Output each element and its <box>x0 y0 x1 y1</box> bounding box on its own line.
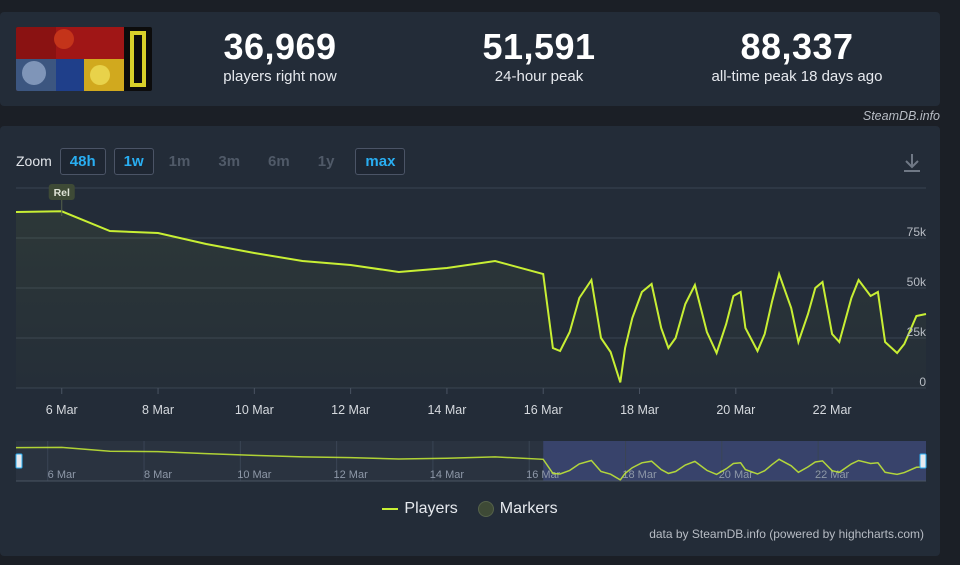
navigator-tick-label: 16 Mar <box>526 469 561 481</box>
chart-card: Zoom 48h 1w 1m 3m 6m 1y max Rel 0 25k 50k 7… <box>0 126 940 556</box>
day-peak-value: 51,591 <box>482 26 596 67</box>
current-players-value: 36,969 <box>223 26 337 67</box>
highcharts-credit[interactable]: data by SteamDB.info (powered by highcha… <box>649 527 924 541</box>
all-time-peak-value: 88,337 <box>740 26 854 67</box>
navigator-tick-label: 14 Mar <box>430 469 465 481</box>
day-peak-label: 24-hour peak <box>494 68 584 85</box>
navigator-line <box>15 446 927 481</box>
game-logo[interactable] <box>16 27 152 91</box>
y-tick-label: 25k <box>907 325 927 339</box>
x-tick-label: 8 Mar <box>142 403 174 417</box>
zoom-48h-button[interactable]: 48h <box>59 147 106 175</box>
navigator-tick-label: 6 Mar <box>48 469 76 481</box>
game-logo-art <box>16 27 152 91</box>
zoom-1w-button[interactable]: 1w <box>113 147 154 175</box>
y-tick-label: 0 <box>919 375 926 389</box>
all-time-peak-label: all-time peak 18 days ago <box>711 68 883 85</box>
x-tick-label: 12 Mar <box>331 403 370 417</box>
release-marker[interactable] <box>48 184 75 200</box>
stat-current: 36,969 players right now <box>160 26 400 86</box>
legend-markers-label: Markers <box>499 500 558 517</box>
x-tick-label: 22 Mar <box>813 403 852 417</box>
zoom-controls: Zoom 48h 1w 1m 3m 6m 1y max <box>16 146 413 176</box>
legend-players-label: Players <box>404 500 458 517</box>
y-tick-label: 75k <box>907 225 927 239</box>
players-line <box>15 210 927 383</box>
stat-24h-peak: 51,591 24-hour peak <box>419 26 659 86</box>
navigator-tick-label: 20 Mar <box>719 469 754 481</box>
zoom-1m-button[interactable]: 1m <box>168 152 191 170</box>
navigator-tick-label: 8 Mar <box>144 469 172 481</box>
zoom-3m-button[interactable]: 3m <box>218 152 241 170</box>
legend-players[interactable]: Players <box>382 500 458 518</box>
stats-card: 36,969 players right now 51,591 24-hour … <box>0 12 940 106</box>
zoom-label: Zoom <box>16 153 52 169</box>
stat-all-time-peak: 88,337 all-time peak 18 days ago <box>677 26 917 86</box>
x-tick-label: 16 Mar <box>524 403 563 417</box>
x-tick-label: 20 Mar <box>716 403 755 417</box>
y-tick-label: 50k <box>907 275 927 289</box>
players-area <box>16 211 926 388</box>
navigator-tick-label: 18 Mar <box>622 469 657 481</box>
x-tick-label: 14 Mar <box>427 403 466 417</box>
zoom-1y-button[interactable]: 1y <box>317 152 335 170</box>
markers-legend-swatch <box>477 501 494 517</box>
download-icon[interactable] <box>902 152 922 174</box>
player-count-chart: Rel 0 25k 50k 75k 6 Mar 8 Mar 10 Mar 12 Mar 14 … <box>15 184 927 482</box>
x-tick-label: 6 Mar <box>46 403 78 417</box>
players-legend-swatch <box>382 508 399 510</box>
x-tick-label: 10 Mar <box>235 403 274 417</box>
current-players-label: players right now <box>223 68 337 85</box>
release-marker-label: Rel <box>54 187 70 199</box>
legend-markers[interactable]: Markers <box>477 500 558 518</box>
zoom-max-button[interactable]: max <box>355 147 406 175</box>
navigator-handle-right[interactable] <box>919 453 927 469</box>
navigator-tick-label: 10 Mar <box>237 469 272 481</box>
navigator-handle-left[interactable] <box>15 453 23 469</box>
chart-legend: Players Markers <box>0 500 940 518</box>
x-tick-label: 18 Mar <box>620 403 659 417</box>
navigator-tick-label: 12 Mar <box>334 469 369 481</box>
steamdb-credit-top[interactable]: SteamDB.info <box>862 109 940 123</box>
zoom-6m-button[interactable]: 6m <box>268 152 290 170</box>
